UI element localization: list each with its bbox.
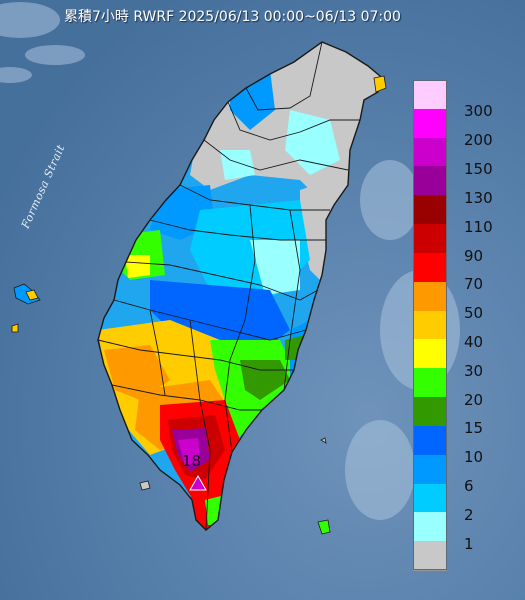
legend-label: 2: [464, 505, 474, 524]
legend-label: 20: [464, 390, 484, 409]
legend-label: 200: [464, 131, 493, 150]
legend-swatch: [413, 454, 447, 485]
legend-label: 50: [464, 304, 484, 323]
legend-label: 70: [464, 275, 484, 294]
legend-swatch: [413, 281, 447, 312]
legend-label: 15: [464, 419, 484, 438]
map-title: 累積7小時 RWRF 2025/06/13 00:00~06/13 07:00: [64, 9, 401, 25]
legend-label: 6: [464, 477, 474, 496]
legend-swatch: [413, 368, 447, 399]
legend-swatch: [413, 339, 447, 370]
legend-label: 30: [464, 361, 484, 380]
island-outline: [97, 41, 381, 531]
legend-frame: [413, 80, 447, 570]
legend-swatch: [413, 541, 447, 571]
legend-label: 110: [464, 217, 493, 236]
legend-swatch: [413, 137, 447, 168]
legend-label: 90: [464, 246, 484, 265]
max-value-label: 18: [182, 452, 202, 470]
legend-label: 1: [464, 534, 474, 553]
legend-label: 130: [464, 188, 493, 207]
legend-label: 40: [464, 333, 484, 351]
legend-label: 300: [464, 102, 493, 121]
county-boundaries: [97, 41, 360, 531]
legend-label: 10: [464, 448, 484, 467]
color-legend: 300 200 150 130 110 90 70 50 40 30 20 15 10 6 2 1: [413, 80, 513, 571]
max-marker-icon: [189, 474, 207, 491]
offshore-islands: [11, 75, 387, 535]
legend-swatch: [413, 483, 447, 514]
legend-swatch: [413, 512, 447, 543]
legend-label: 150: [464, 160, 493, 179]
